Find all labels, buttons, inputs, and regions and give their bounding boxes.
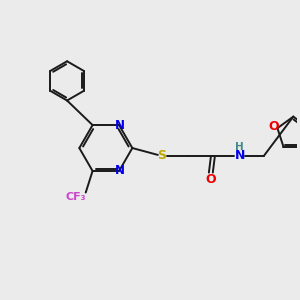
Text: N: N	[115, 164, 125, 178]
Text: N: N	[235, 149, 245, 162]
Text: CF₃: CF₃	[66, 193, 86, 202]
Text: O: O	[206, 173, 216, 186]
Text: S: S	[157, 149, 166, 162]
Text: O: O	[268, 120, 279, 133]
Text: H: H	[235, 142, 244, 152]
Text: N: N	[115, 118, 125, 132]
